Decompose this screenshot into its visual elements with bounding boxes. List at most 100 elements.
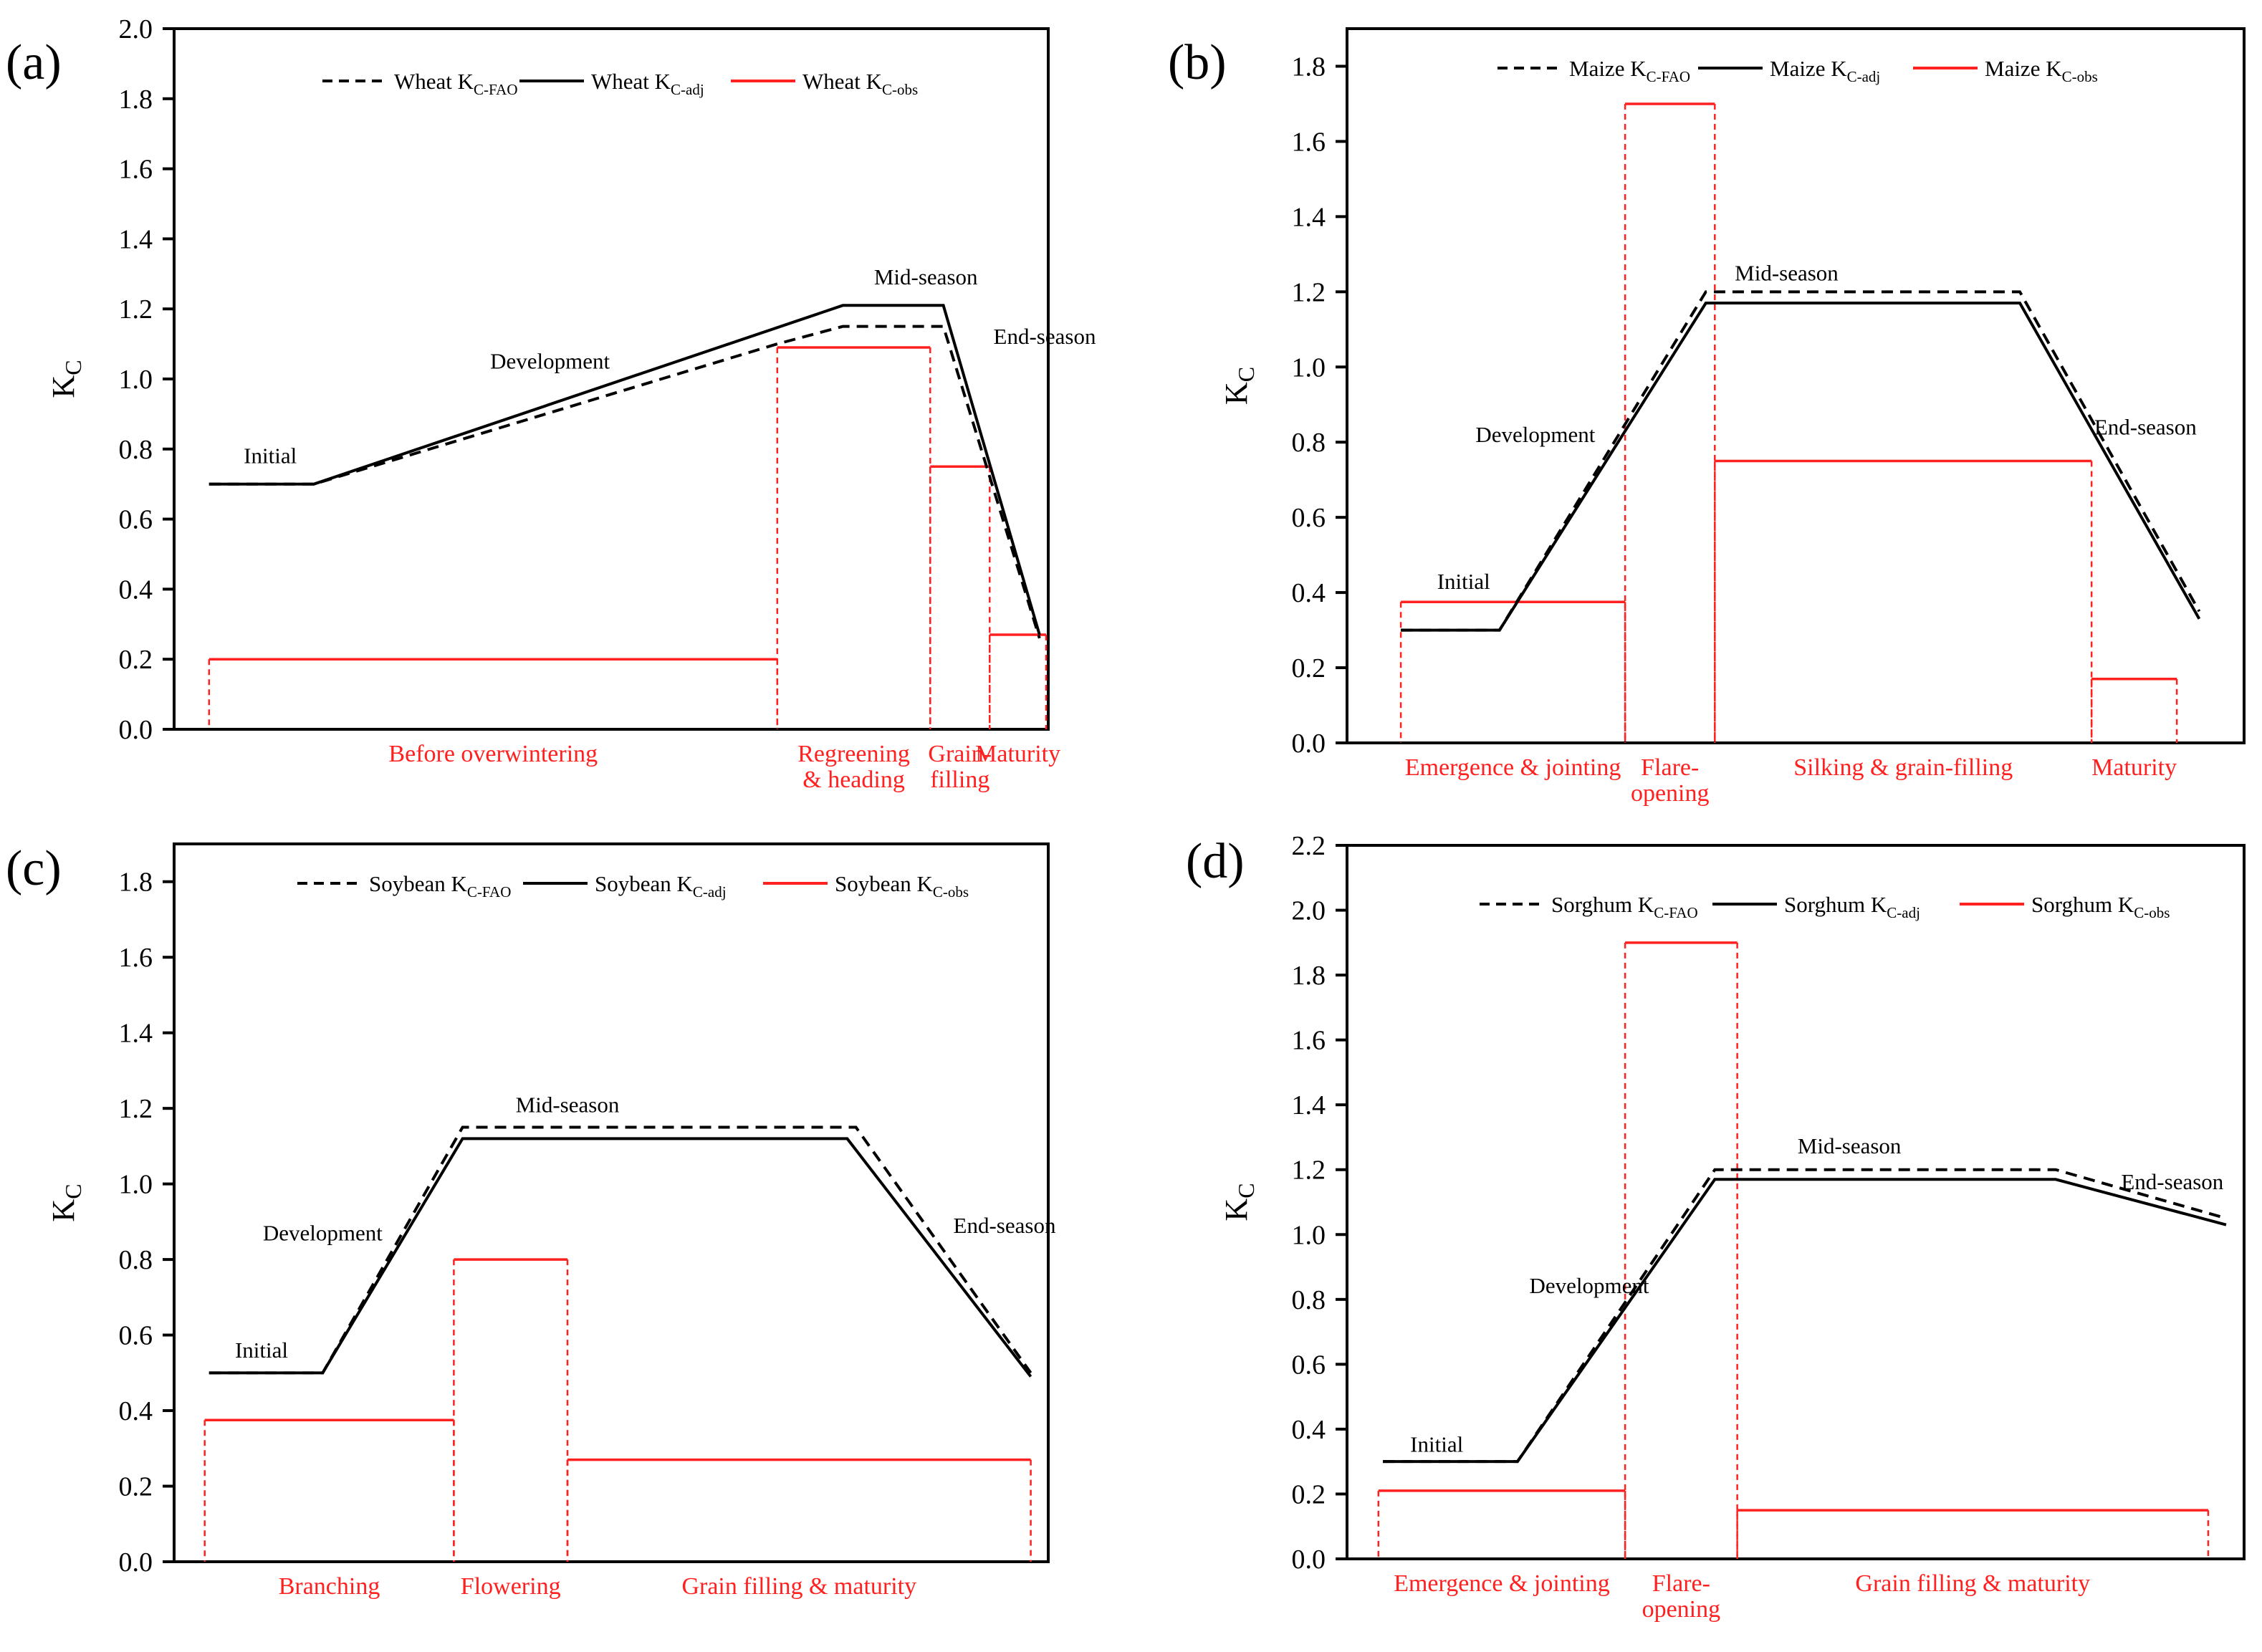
y-tick-label: 1.2 (119, 1094, 153, 1124)
chart-panel-4: 0.0 0.2 0.4 0.6 0.8 1.0 1.2 1.4 1.6 1.8 2.0 2.2 KC (d… (1186, 831, 2246, 1623)
y-tick-label: 0.6 (1292, 503, 1326, 533)
y-tick-label: 1.6 (119, 155, 153, 185)
obs-stage-label: Before overwintering (388, 741, 598, 767)
plot-frame (1346, 27, 2246, 744)
legend-label-fao: Sorghum KC-FAO (1551, 892, 1698, 921)
obs-stage-label: Maturity (2091, 754, 2177, 781)
y-tick-label: 1.8 (1292, 961, 1326, 991)
y-tick-label: 1.0 (119, 365, 153, 395)
obs-stage-label: opening (1631, 780, 1710, 807)
obs-stage-label: opening (1642, 1596, 1721, 1623)
kc-adj-line (209, 304, 1041, 635)
plot-frame (1346, 844, 2246, 1560)
kc-adj-line (209, 1137, 1032, 1378)
kc-fao-line (1383, 1168, 2227, 1464)
y-tick-label: 1.4 (119, 224, 153, 254)
y-tick-label: 2.0 (1292, 896, 1326, 926)
y-tick-label: 0.0 (1292, 1545, 1326, 1575)
y-tick-label: 2.0 (119, 14, 153, 44)
kc-fao-line (209, 325, 1041, 639)
obs-stage-label: Emergence & jointing (1405, 754, 1621, 781)
y-tick-label: 1.0 (119, 1170, 153, 1200)
legend-label-adj: Wheat KC-adj (591, 69, 704, 98)
y-tick-label: 0.6 (119, 505, 153, 535)
y-tick-label: 1.6 (1292, 127, 1326, 157)
y-axis-title: KC (46, 360, 86, 398)
panel-label: (c) (6, 841, 62, 896)
legend-label-obs: Sorghum KC-obs (2031, 892, 2170, 921)
chart-panel-3: 0.0 0.2 0.4 0.6 0.8 1.0 1.2 1.4 1.6 1.8 KC (c) Branc… (6, 841, 1056, 1600)
growth-stage-label: End-season (2121, 1169, 2223, 1194)
y-tick-label: 0.2 (119, 1472, 153, 1502)
y-tick-label: 1.6 (1292, 1026, 1326, 1056)
y-tick-label: 0.4 (119, 575, 153, 605)
y-tick-label: 1.4 (119, 1019, 153, 1049)
y-tick-label: 0.2 (1292, 653, 1326, 683)
obs-stage-label: Branching (279, 1573, 380, 1600)
y-tick-label: 1.8 (1292, 52, 1326, 82)
growth-stage-label: Mid-season (1735, 261, 1839, 286)
obs-stage-label: Flare- (1652, 1570, 1710, 1597)
legend: Wheat KC-FAO Wheat KC-adj Wheat KC-obs (322, 69, 918, 98)
legend-label-adj: Maize KC-adj (1770, 56, 1880, 85)
chart-panel-2: 0.0 0.2 0.4 0.6 0.8 1.0 1.2 1.4 1.6 1.8 KC (b) Emerg… (1168, 27, 2246, 807)
legend-label-adj: Soybean KC-adj (595, 871, 727, 901)
legend-label-obs: Soybean KC-obs (835, 871, 969, 901)
y-tick-label: 0.0 (119, 1547, 153, 1577)
y-tick-label: 0.0 (119, 715, 153, 745)
growth-stage-label: Initial (1437, 569, 1490, 594)
y-axis-title: KC (46, 1183, 86, 1221)
y-tick-label: 1.0 (1292, 352, 1326, 383)
y-tick-label: 1.4 (1292, 1090, 1326, 1120)
legend-label-adj: Sorghum KC-adj (1784, 892, 1920, 921)
panel-label: (b) (1168, 35, 1227, 90)
growth-stage-label: Initial (235, 1338, 288, 1363)
y-tick-label: 1.8 (119, 868, 153, 898)
y-tick-label: 0.8 (1292, 1285, 1326, 1315)
legend-label-obs: Wheat KC-obs (802, 69, 918, 98)
obs-stage-label: Grain- (928, 741, 992, 767)
legend: Sorghum KC-FAO Sorghum KC-adj Sorghum KC-o… (1480, 892, 2170, 921)
plot-frame (173, 27, 1050, 731)
y-tick-label: 0.4 (1292, 578, 1326, 608)
legend-label-fao: Wheat KC-FAO (394, 69, 517, 98)
y-tick-label: 0.2 (119, 645, 153, 675)
y-tick-label: 0.8 (119, 435, 153, 465)
y-tick-label: 1.8 (119, 85, 153, 115)
y-tick-label: 0.8 (1292, 428, 1326, 458)
y-axis-title: KC (1219, 367, 1259, 405)
legend: Maize KC-FAO Maize KC-adj Maize KC-obs (1497, 56, 2098, 85)
growth-stage-label: Initial (244, 443, 297, 468)
growth-stage-label: Mid-season (516, 1092, 620, 1117)
growth-stage-label: Development (1530, 1273, 1649, 1298)
legend-label-fao: Soybean KC-FAO (369, 871, 511, 901)
obs-stage-label: Flowering (461, 1573, 561, 1600)
y-tick-label: 1.6 (119, 943, 153, 973)
legend-label-fao: Maize KC-FAO (1569, 56, 1690, 85)
obs-stage-label: Grain filling & maturity (681, 1573, 916, 1600)
obs-stage-label: Regreening (797, 741, 910, 767)
kc-adj-line (1401, 302, 2201, 632)
y-tick-label: 1.0 (1292, 1220, 1326, 1250)
legend-label-obs: Maize KC-obs (1985, 56, 2098, 85)
kc-fao-line (209, 1125, 1032, 1375)
obs-stage-label: Emergence & jointing (1394, 1570, 1610, 1597)
obs-stage-label: Maturity (975, 741, 1060, 767)
growth-stage-label: Mid-season (874, 264, 978, 289)
y-tick-label: 0.8 (119, 1245, 153, 1275)
obs-stage-label: Grain filling & maturity (1855, 1570, 2090, 1597)
y-tick-label: 0.2 (1292, 1479, 1326, 1509)
y-tick-label: 1.4 (1292, 202, 1326, 232)
growth-stage-label: Development (490, 348, 610, 373)
kc-adj-line (1383, 1178, 2227, 1464)
chart-panel-1: 0.0 0.2 0.4 0.6 0.8 1.0 1.2 1.4 1.6 1.8 2.0 KC (a) Be… (6, 14, 1096, 793)
y-tick-label: 0.4 (119, 1396, 153, 1426)
obs-stage-label: Flare- (1641, 754, 1699, 781)
panel-label: (d) (1186, 834, 1245, 889)
legend: Soybean KC-FAO Soybean KC-adj Soybean KC-o… (297, 871, 969, 901)
growth-stage-label: End-season (954, 1213, 1056, 1238)
y-tick-label: 1.2 (1292, 1156, 1326, 1186)
plot-frame (173, 842, 1050, 1563)
obs-stage-label: filling (930, 767, 989, 793)
